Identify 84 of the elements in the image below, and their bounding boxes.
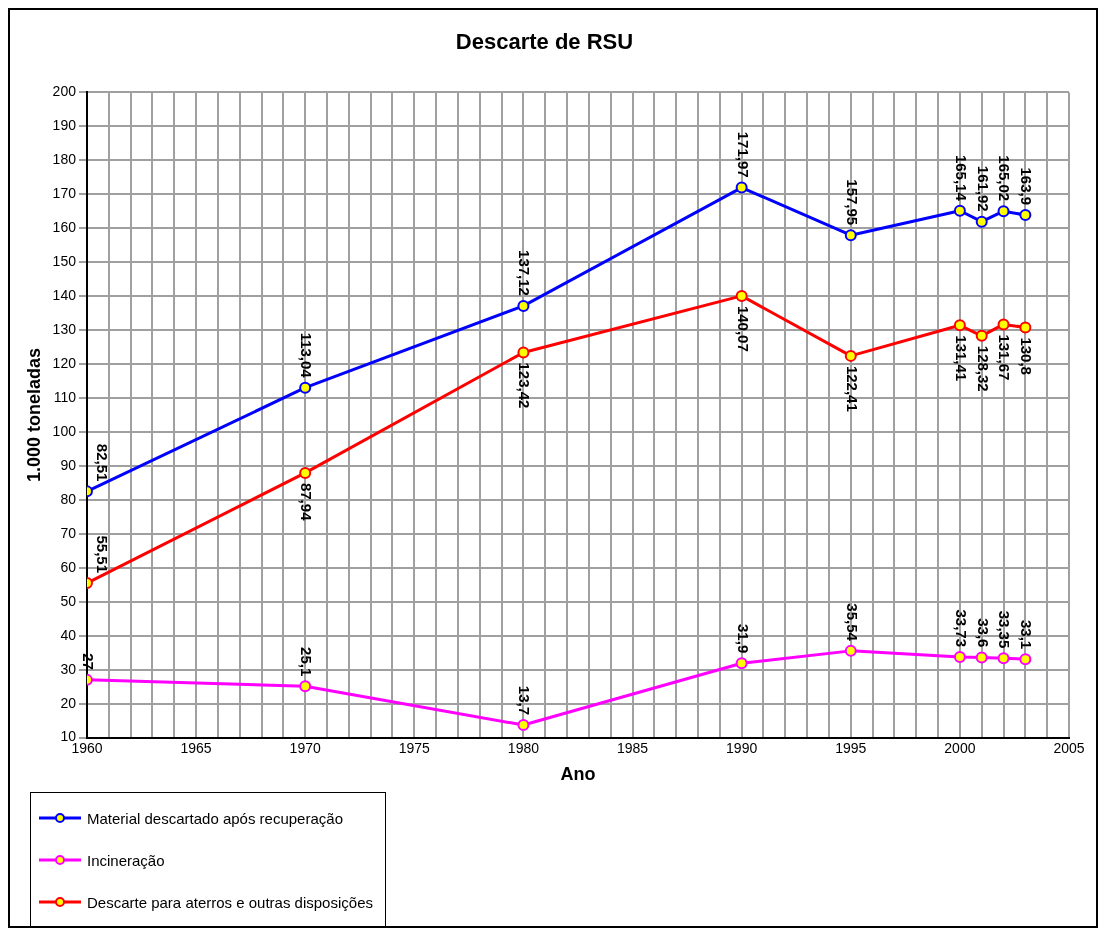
- data-label: 171,97: [734, 131, 752, 178]
- legend-label: Material descartado após recuperação: [87, 809, 343, 827]
- y-tick-label: 160: [52, 219, 77, 236]
- data-label: 157,95: [843, 179, 861, 226]
- y-tick-label: 60: [60, 558, 77, 575]
- point: [997, 205, 1010, 218]
- data-label: 131,41: [952, 335, 970, 382]
- point: [735, 289, 748, 302]
- x-tick-label: 1965: [180, 739, 212, 756]
- y-tick-label: 50: [60, 592, 77, 609]
- y-tick-label: 80: [60, 490, 77, 507]
- point: [953, 651, 966, 664]
- y-tick-label: 200: [52, 83, 77, 100]
- y-tick-label: 180: [52, 151, 77, 168]
- data-label: 140,07: [734, 305, 752, 352]
- y-tick-label: 110: [53, 388, 77, 405]
- y-tick-label: 130: [52, 320, 77, 337]
- point: [1019, 653, 1032, 666]
- data-label: 25,1: [298, 647, 316, 677]
- legend-label: Incineração: [87, 851, 165, 869]
- y-tick-label: 190: [52, 117, 77, 134]
- y-tick-label: 140: [52, 287, 77, 304]
- data-label: 130,8: [1018, 337, 1036, 375]
- point: [844, 229, 857, 242]
- y-tick-label: 170: [52, 185, 77, 202]
- data-label: 165,02: [996, 155, 1014, 202]
- y-tick-label: 20: [60, 694, 77, 711]
- x-tick-label: 1995: [835, 739, 867, 756]
- point: [517, 719, 530, 732]
- point: [844, 644, 857, 657]
- x-tick-label: 1985: [616, 739, 649, 756]
- x-axis-title: Ano: [560, 764, 596, 785]
- point: [953, 204, 966, 217]
- point: [299, 381, 312, 394]
- data-label: 131,67: [996, 334, 1014, 381]
- x-tick-label: 1975: [398, 739, 431, 756]
- point: [975, 329, 988, 342]
- x-tick-label: 2000: [944, 739, 976, 756]
- data-label: 33,6: [974, 618, 992, 648]
- point: [975, 215, 988, 228]
- data-label: 123,42: [516, 362, 534, 409]
- y-tick-label: 70: [60, 524, 77, 541]
- data-label: 33,35: [996, 610, 1014, 649]
- point: [997, 318, 1010, 331]
- data-label: 13,7: [516, 685, 534, 716]
- data-label: 137,12: [516, 250, 534, 296]
- point: [299, 466, 312, 479]
- data-label: 35,54: [843, 603, 861, 642]
- x-tick-label: 2005: [1053, 739, 1085, 756]
- data-label: 113,04: [298, 332, 316, 379]
- point: [1019, 321, 1032, 334]
- y-axis-title: 1.000 toneladas: [23, 347, 44, 483]
- y-tick-label: 40: [60, 626, 77, 643]
- y-tick-label: 120: [52, 354, 77, 371]
- point: [299, 680, 312, 693]
- data-label: 165,14: [952, 154, 970, 202]
- x-tick-label: 1970: [289, 739, 321, 756]
- x-tick-label: 1980: [507, 739, 540, 756]
- data-label: 55,51: [93, 535, 111, 574]
- point: [517, 299, 530, 312]
- point: [975, 651, 988, 664]
- data-label: 128,32: [974, 345, 992, 392]
- y-tick-label: 30: [60, 660, 77, 677]
- point: [953, 319, 966, 332]
- data-label: 163,9: [1018, 167, 1036, 205]
- y-tick-label: 100: [52, 422, 77, 439]
- legend-label: Descarte para aterros e outras disposições: [87, 893, 373, 911]
- point: [997, 652, 1010, 665]
- point: [735, 181, 748, 194]
- x-tick-label: 1990: [726, 739, 758, 756]
- data-label: 31,9: [734, 624, 752, 654]
- y-tick-label: 90: [60, 456, 77, 473]
- data-label: 33,73: [952, 609, 970, 648]
- y-tick-label: 150: [52, 253, 77, 270]
- point: [1019, 208, 1032, 221]
- data-label: 122,41: [843, 365, 861, 412]
- data-label: 87,94: [298, 482, 316, 522]
- data-label: 161,92: [974, 165, 992, 212]
- point: [735, 657, 748, 670]
- point: [844, 349, 857, 362]
- point: [517, 346, 530, 359]
- data-label: 82,51: [93, 443, 111, 482]
- chart-title: Descarte de RSU: [455, 29, 634, 55]
- data-label: 33,1: [1018, 619, 1036, 650]
